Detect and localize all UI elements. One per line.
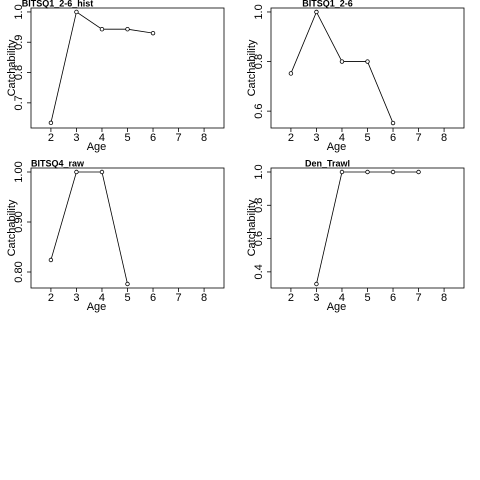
series-line bbox=[316, 171, 419, 285]
x-tick-label: 5 bbox=[364, 132, 370, 144]
point bbox=[48, 120, 54, 126]
plot-box bbox=[270, 167, 465, 289]
x-tick-label: 2 bbox=[288, 292, 294, 304]
x-tick-label: 2 bbox=[288, 132, 294, 144]
y-tick-label: 0.4 bbox=[253, 264, 265, 279]
x-axis-label: Age bbox=[87, 301, 107, 313]
point bbox=[390, 120, 396, 126]
x-tick-label: 8 bbox=[441, 132, 447, 144]
x-tick-label: 3 bbox=[313, 292, 319, 304]
series-line bbox=[50, 171, 128, 285]
y-axis-label: Catchability bbox=[6, 39, 18, 96]
point bbox=[288, 71, 294, 76]
point bbox=[74, 9, 79, 15]
x-tick-label: 2 bbox=[48, 132, 54, 144]
y-tick-label: 0.8 bbox=[253, 198, 265, 213]
x-tick-label: 7 bbox=[415, 292, 421, 304]
point bbox=[74, 169, 79, 175]
x-axis-label: Age bbox=[327, 141, 347, 153]
x-tick-label: 8 bbox=[441, 292, 447, 304]
y-axis-label: Catchability bbox=[6, 199, 18, 256]
y-tick-label: 0.7 bbox=[13, 95, 25, 110]
point bbox=[339, 169, 345, 175]
point bbox=[125, 27, 130, 32]
point bbox=[125, 281, 130, 287]
x-tick-label: 5 bbox=[124, 292, 130, 304]
point bbox=[150, 30, 156, 36]
panel: BITSQ1_2-6_hist Age Catchability 2 3 4 5 6 7 8 0.7… bbox=[6, 0, 225, 153]
y-tick-label: 0.6 bbox=[253, 103, 265, 118]
y-tick-label: 0.90 bbox=[13, 211, 25, 232]
point bbox=[390, 169, 396, 175]
x-tick-label: 6 bbox=[150, 132, 156, 144]
point bbox=[314, 281, 319, 287]
plot-box bbox=[270, 7, 465, 129]
series-line bbox=[290, 11, 394, 124]
point bbox=[99, 27, 105, 32]
x-tick-label: 7 bbox=[415, 132, 421, 144]
point bbox=[365, 169, 370, 175]
panel-title: BITSQ1_2-6 bbox=[302, 0, 353, 8]
x-tick-label: 6 bbox=[390, 292, 396, 304]
x-tick-label: 3 bbox=[313, 132, 319, 144]
panel-title: Den_Trawl bbox=[305, 158, 350, 168]
point bbox=[339, 59, 345, 64]
x-tick-label: 4 bbox=[339, 132, 345, 144]
y-tick-label: 1.0 bbox=[13, 4, 25, 19]
y-tick-label: 1.0 bbox=[253, 4, 265, 19]
x-tick-label: 4 bbox=[99, 292, 105, 304]
y-tick-label: 0.80 bbox=[13, 261, 25, 282]
y-tick-label: 0.8 bbox=[13, 65, 25, 80]
point bbox=[48, 257, 54, 263]
y-axis-label: Catchability bbox=[246, 199, 258, 256]
y-tick-label: 0.9 bbox=[13, 35, 25, 50]
x-tick-label: 7 bbox=[175, 292, 181, 304]
y-tick-label: 1.0 bbox=[253, 164, 265, 179]
x-axis-label: Age bbox=[87, 141, 107, 153]
panel: BITSQ1_2-6 Age Catchability 2 3 4 5 6 7 8 0.6 0.8 1.… bbox=[246, 0, 465, 153]
point bbox=[416, 169, 421, 175]
point bbox=[365, 59, 370, 64]
x-tick-label: 8 bbox=[201, 292, 207, 304]
panel: BITSQ4_raw Age Catchability 2 3 4 5 6 7 8 0.80 0.90… bbox=[6, 158, 225, 313]
y-tick-label: 0.6 bbox=[253, 231, 265, 246]
x-tick-label: 4 bbox=[339, 292, 345, 304]
panel-title: BITSQ4_raw bbox=[31, 158, 85, 168]
x-tick-label: 6 bbox=[390, 132, 396, 144]
x-tick-label: 5 bbox=[364, 292, 370, 304]
panel: Den_Trawl Age Catchability 2 3 4 5 6 7 8 0.4 0.6 0.8… bbox=[246, 158, 465, 313]
panel-title: BITSQ1_2-6_hist bbox=[22, 0, 94, 8]
point bbox=[99, 169, 105, 175]
x-tick-label: 4 bbox=[99, 132, 105, 144]
x-tick-label: 2 bbox=[48, 292, 54, 304]
x-tick-label: 3 bbox=[73, 132, 79, 144]
x-axis-label: Age bbox=[327, 301, 347, 313]
x-tick-label: 3 bbox=[73, 292, 79, 304]
plot-box bbox=[30, 7, 225, 129]
y-tick-label: 1.00 bbox=[13, 161, 25, 182]
x-tick-label: 6 bbox=[150, 292, 156, 304]
x-tick-label: 5 bbox=[124, 132, 130, 144]
y-tick-label: 0.8 bbox=[253, 54, 265, 69]
x-tick-label: 7 bbox=[175, 132, 181, 144]
point bbox=[314, 9, 319, 15]
y-axis-label: Catchability bbox=[246, 39, 258, 96]
x-tick-label: 8 bbox=[201, 132, 207, 144]
